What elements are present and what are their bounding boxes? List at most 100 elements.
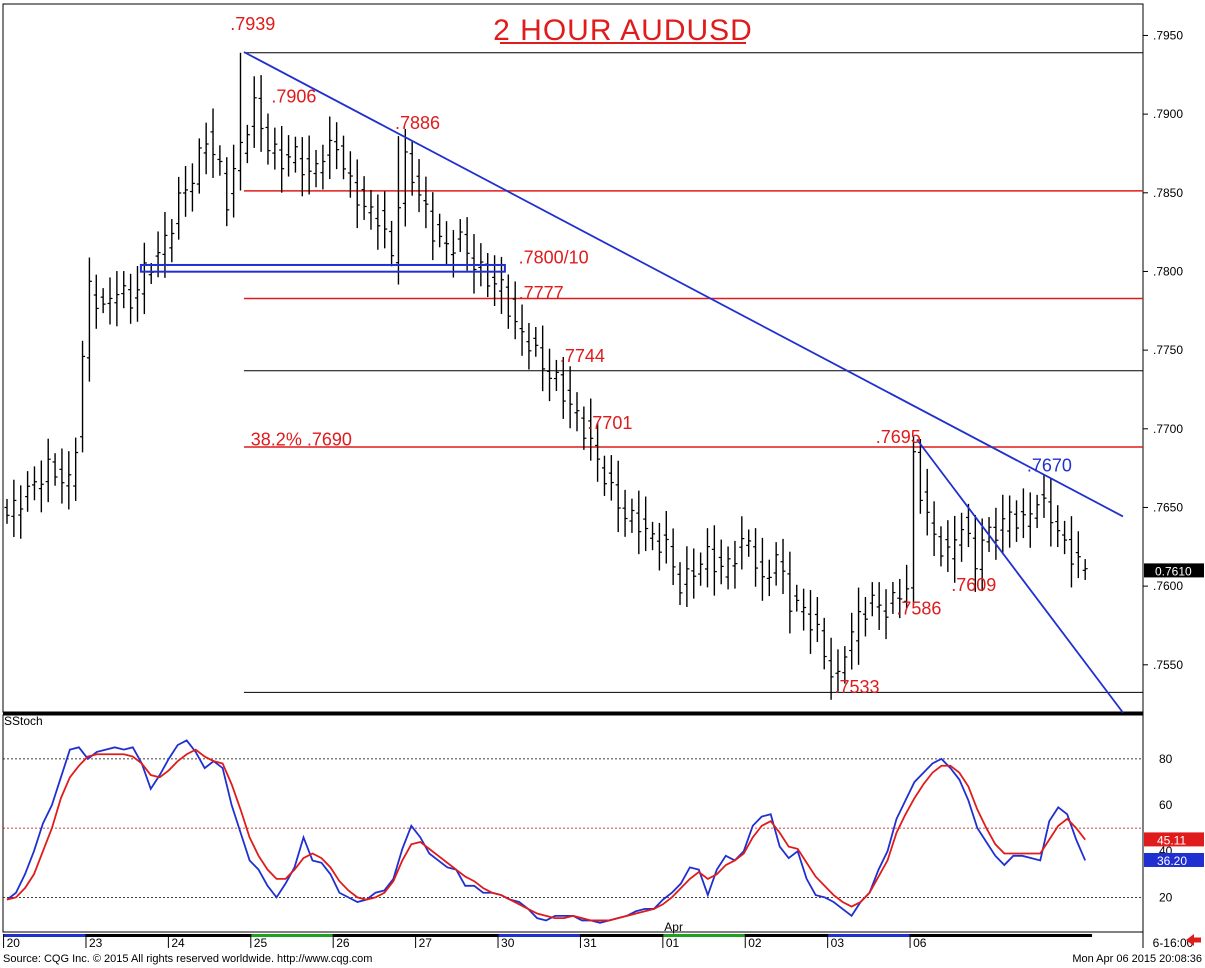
ohlc-bar — [306, 135, 312, 195]
ohlc-bar — [725, 546, 731, 590]
price-tick-label: .7550 — [1153, 658, 1183, 672]
time-tick-label: 31 — [583, 936, 597, 950]
ohlc-bar — [704, 528, 710, 588]
ohlc-bar — [375, 194, 381, 250]
ohlc-bar — [780, 538, 786, 594]
session-band — [498, 934, 581, 937]
ohlc-bar — [485, 253, 491, 298]
ohlc-bar — [993, 507, 999, 560]
ohlc-bar — [643, 496, 649, 552]
ohlc-bar — [299, 137, 305, 197]
ohlc-bar — [210, 108, 216, 178]
ohlc-bar — [821, 617, 827, 670]
price-annotation: .7701 — [587, 413, 632, 433]
ohlc-bar — [492, 255, 498, 307]
price-tick-label: .7900 — [1153, 107, 1183, 121]
time-tick-label: 25 — [254, 936, 268, 950]
ohlc-bar — [972, 515, 978, 592]
price-tick-label: .7800 — [1153, 264, 1183, 278]
ohlc-bar — [931, 501, 937, 557]
stochastic-line — [6, 739, 1087, 924]
ohlc-bar — [402, 128, 408, 227]
ohlc-bar — [196, 138, 202, 194]
time-tick-label: 23 — [89, 936, 103, 950]
footer-timestamp: Mon Apr 06 2015 20:08:36 — [1072, 953, 1202, 965]
support-zone — [139, 263, 506, 273]
ohlc-bar — [86, 257, 92, 382]
session-band — [3, 934, 86, 937]
stochastic-tick-label: 60 — [1159, 798, 1173, 812]
ohlc-bar — [911, 436, 917, 605]
ohlc-bar — [423, 176, 429, 229]
ohlc-bar — [759, 537, 765, 601]
ohlc-bar — [45, 438, 51, 503]
price-tick-label: .7750 — [1153, 343, 1183, 357]
ohlc-bar — [608, 455, 614, 501]
ohlc-bar — [121, 271, 127, 309]
price-annotation: .7533 — [835, 677, 880, 697]
ohlc-bar — [965, 503, 971, 548]
chart-frame — [2, 3, 1144, 948]
ohlc-bar — [698, 552, 704, 586]
ohlc-bar — [959, 512, 965, 562]
month-label: Apr — [664, 920, 683, 934]
time-tick-label: 20 — [7, 936, 21, 950]
ohlc-bar — [80, 340, 86, 453]
ohlc-bar — [444, 221, 450, 266]
ohlc-bar — [677, 562, 683, 605]
ohlc-bar — [1048, 478, 1054, 547]
ohlc-bar — [897, 578, 903, 619]
ohlc-bar — [711, 525, 717, 596]
ohlc-bar — [409, 140, 415, 196]
price-annotation: .7800/10 — [519, 248, 589, 268]
ohlc-bar — [1027, 492, 1033, 548]
ohlc-bar — [128, 273, 134, 324]
ohlc-bar — [148, 263, 154, 285]
ohlc-bar — [869, 582, 875, 617]
ohlc-bar — [224, 157, 230, 227]
ohlc-bar — [231, 144, 237, 218]
ohlc-bar — [347, 151, 353, 198]
stochastic-tick-label: 80 — [1159, 752, 1173, 766]
ohlc-bar — [917, 439, 923, 514]
price-tick-label: .7950 — [1153, 28, 1183, 42]
ohlc-bar — [718, 539, 724, 585]
ohlc-bar — [52, 453, 58, 486]
ohlc-bar — [595, 422, 601, 482]
ohlc-bar — [361, 176, 367, 220]
price-axis: .7950 .7900 .7850 .7800 .7750 .7700 .7650 .7600… — [1143, 28, 1204, 672]
ohlc-bar — [107, 277, 113, 325]
ohlc-bar — [155, 231, 161, 278]
ohlc-bar — [258, 75, 264, 152]
session-band — [168, 934, 251, 937]
ohlc-bar — [134, 266, 140, 322]
ohlc-bar — [176, 176, 182, 240]
ohlc-bar — [849, 612, 855, 670]
ohlc-bar — [1014, 500, 1020, 542]
stochastic-line — [6, 748, 1086, 922]
ohlc-bar — [498, 256, 504, 314]
ohlc-bar — [457, 219, 463, 252]
ohlc-bar — [1055, 505, 1061, 548]
ohlc-bar — [471, 234, 477, 294]
ohlc-bar — [244, 124, 250, 164]
chart-title: 2 HOUR AUDUSD — [493, 14, 753, 47]
price-annotation: 38.2% .7690 — [251, 429, 352, 449]
ohlc-bar — [450, 230, 456, 278]
time-tick-label: 24 — [171, 936, 185, 950]
ohlc-bar — [629, 498, 635, 533]
ohlc-bar — [581, 406, 587, 450]
time-tick-label: 01 — [666, 936, 680, 950]
ohlc-bar — [389, 220, 395, 267]
red-arrow-icon — [1186, 934, 1201, 946]
ohlc-bar — [801, 588, 807, 631]
ohlc-bar — [1007, 495, 1013, 548]
ohlc-bar — [684, 546, 690, 607]
ohlc-bar — [217, 145, 223, 176]
price-annotation: .7586 — [896, 598, 941, 618]
ohlc-bar — [656, 522, 662, 571]
ohlc-bar — [862, 596, 868, 637]
session-band — [250, 934, 334, 937]
ohlc-bar — [1000, 494, 1006, 555]
